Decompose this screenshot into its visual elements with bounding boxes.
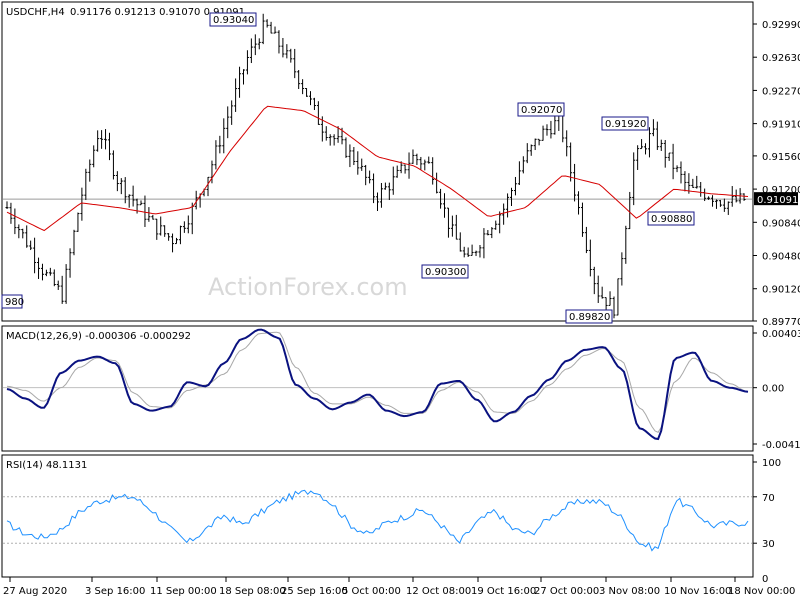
rsi-ytick-label: 30	[762, 539, 775, 550]
price-annotation-label: 0.93040	[213, 15, 254, 26]
price-ytick-label: 0.90840	[762, 218, 800, 229]
xtick-label: 27 Aug 2020	[3, 586, 67, 597]
xtick-label: 3 Sep 16:00	[85, 586, 145, 597]
price-annotation-box	[421, 264, 469, 279]
watermark: ActionForex.com	[208, 273, 408, 301]
price-ytick-label: 0.89770	[762, 317, 800, 328]
last-price-label: 0.91091	[757, 195, 798, 206]
macd-ytick-label: 0.004039	[762, 329, 800, 340]
macd-header: MACD(12,26,9) -0.000306 -0.000292	[6, 331, 191, 342]
xtick-label: 25 Sep 16:00	[281, 586, 348, 597]
annotations-layer: 980 0.93040 0.90300 0.92070 0.89820 0.91920 0.…	[1, 12, 695, 324]
price-ytick-label: 0.91910	[762, 120, 800, 131]
candles-layer	[5, 13, 746, 319]
price-annotation-label: 980	[5, 297, 24, 308]
price-annotation-box	[565, 309, 613, 324]
macd-ytick-label: -0.00416	[762, 440, 800, 451]
xtick-label: 18 Nov 00:00	[728, 586, 795, 597]
price-panel-frame	[1, 1, 754, 322]
price-annotation-box	[1, 294, 23, 309]
xtick-label: 19 Oct 16:00	[471, 586, 536, 597]
moving-average-line	[6, 105, 749, 232]
price-ytick-label: 0.90120	[762, 285, 800, 296]
rsi-header: RSI(14) 48.1131	[6, 460, 87, 471]
macd-main-line	[6, 328, 749, 441]
price-annotation-box	[647, 211, 695, 226]
macd-panel-frame	[1, 325, 754, 452]
rsi-ytick-label: 70	[762, 493, 775, 504]
xtick-label: 11 Sep 00:00	[150, 586, 217, 597]
price-ytick-label: 0.91200	[762, 185, 800, 196]
price-annotation-label: 0.92070	[521, 105, 562, 116]
xtick-label: 3 Nov 08:00	[599, 586, 660, 597]
price-annotation-label: 0.90880	[651, 214, 692, 225]
price-ytick-label: 0.91560	[762, 152, 800, 163]
rsi-ytick-label: 0	[762, 574, 768, 585]
rsi-line	[6, 489, 749, 552]
price-annotation-box	[517, 102, 565, 117]
price-ytick-label: 0.92990	[762, 20, 800, 31]
price-annotation-label: 0.89820	[569, 312, 610, 323]
ticks-layer: 0.92990 0.92630 0.92270 0.91910 0.91560 0.912…	[3, 20, 800, 597]
last-price-box	[754, 192, 798, 206]
rsi-panel-frame	[1, 454, 754, 578]
rsi-ytick-label: 100	[762, 458, 781, 469]
price-header-title: USDCHF,H4	[6, 7, 65, 18]
xtick-label: 5 Oct 00:00	[342, 586, 401, 597]
xtick-label: 12 Oct 08:00	[406, 586, 471, 597]
price-annotation-label: 0.91920	[605, 119, 646, 130]
macd-ytick-label: 0.00	[762, 384, 784, 395]
price-annotation-label: 0.90300	[425, 267, 466, 278]
price-annotation-box	[209, 12, 257, 27]
price-header-ohlc: 0.91176 0.91213 0.91070 0.91091	[70, 7, 245, 18]
xtick-label: 18 Sep 08:00	[219, 586, 286, 597]
lines-layer	[6, 105, 749, 552]
price-ytick-label: 0.92270	[762, 86, 800, 97]
xtick-label: 10 Nov 16:00	[664, 586, 731, 597]
price-ytick-label: 0.92630	[762, 53, 800, 64]
price-annotation-box	[601, 116, 649, 131]
price-ytick-label: 0.90480	[762, 252, 800, 263]
xtick-label: 27 Oct 00:00	[534, 586, 599, 597]
